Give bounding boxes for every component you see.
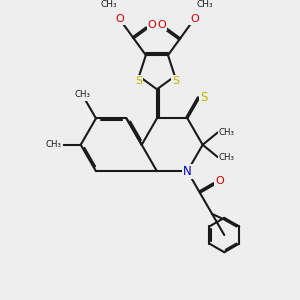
Text: N: N (183, 165, 192, 178)
Text: CH₃: CH₃ (219, 128, 235, 137)
Text: O: O (215, 176, 224, 186)
Text: O: O (158, 20, 166, 30)
Text: O: O (115, 14, 124, 24)
Text: S: S (172, 76, 179, 86)
Text: CH₃: CH₃ (219, 153, 235, 162)
Text: S: S (200, 92, 208, 104)
Text: O: O (148, 20, 156, 30)
Text: S: S (135, 76, 142, 86)
Text: CH₃: CH₃ (74, 91, 90, 100)
Text: CH₃: CH₃ (196, 0, 213, 9)
Text: O: O (190, 14, 199, 24)
Text: CH₃: CH₃ (46, 140, 62, 149)
Text: CH₃: CH₃ (101, 0, 118, 9)
